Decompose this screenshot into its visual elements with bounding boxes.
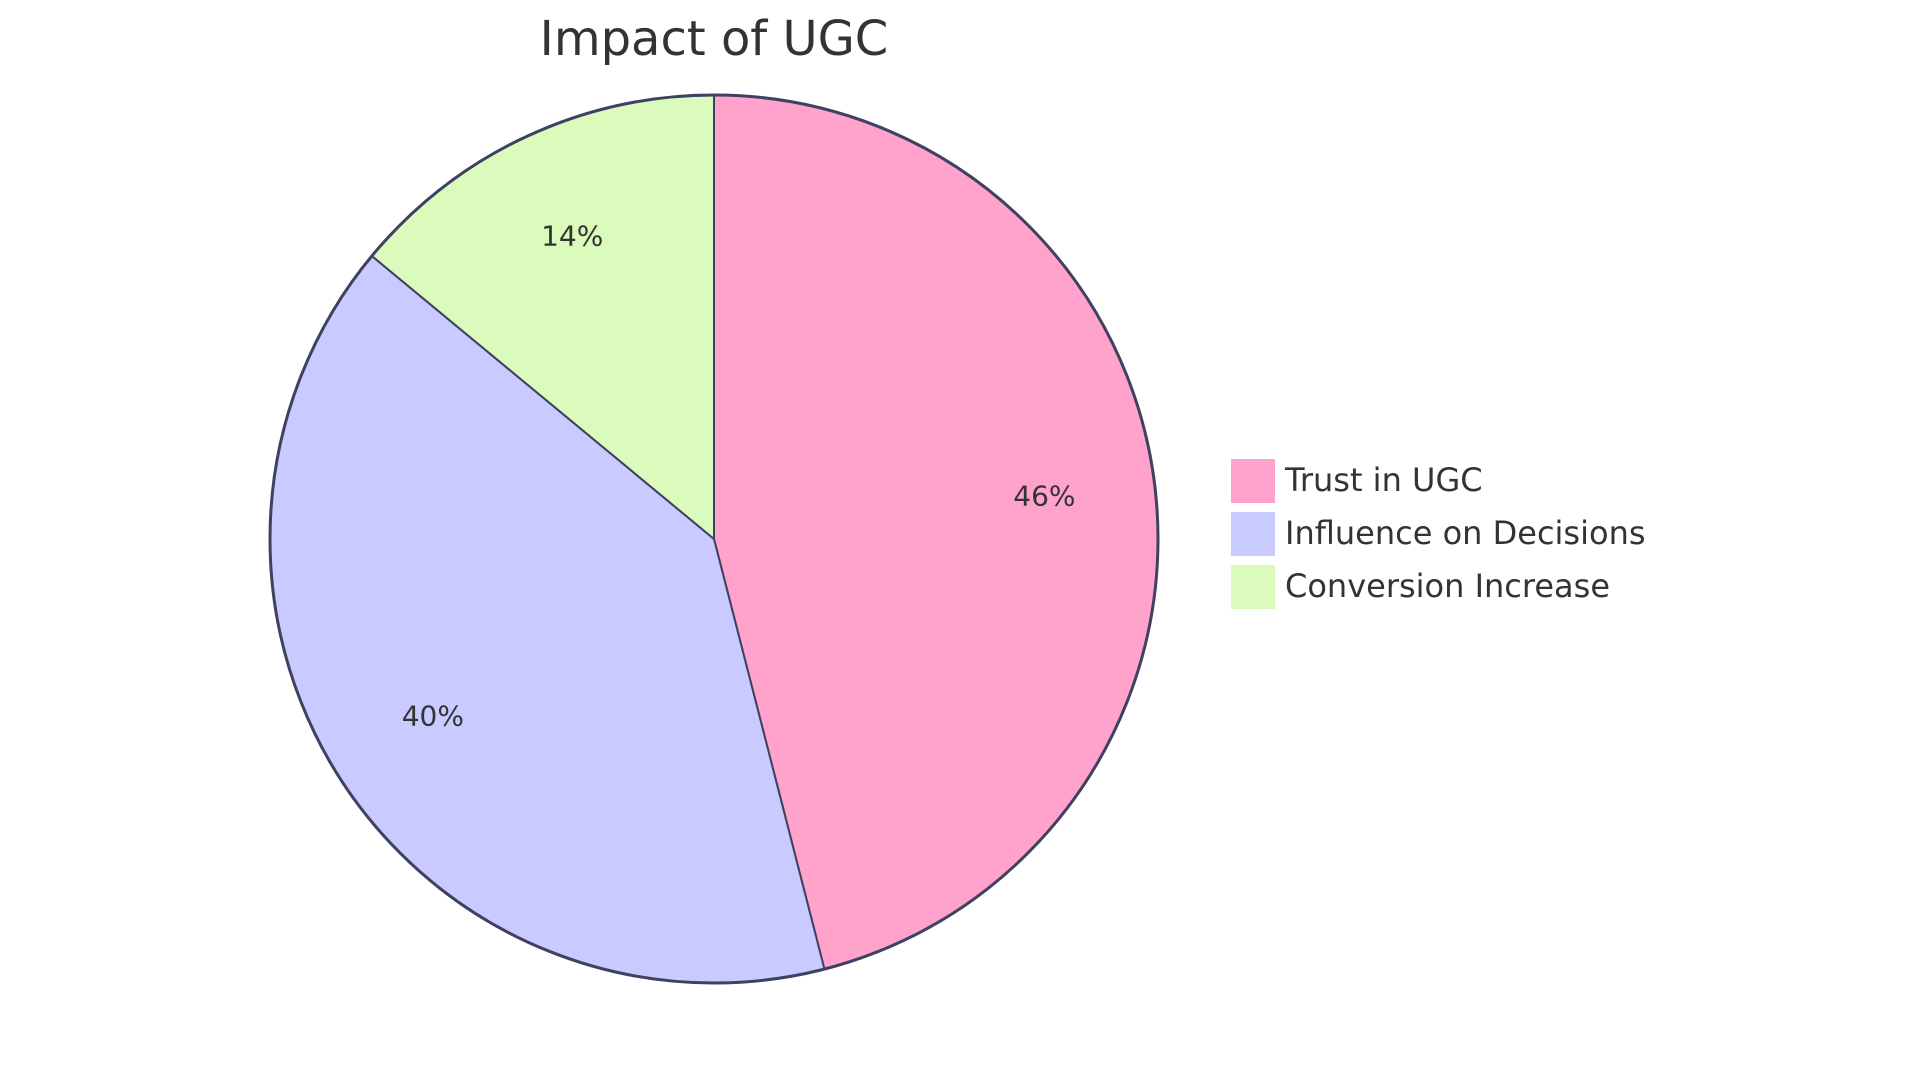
slice-label: 40% — [402, 699, 464, 732]
legend-swatch — [1231, 459, 1275, 503]
chart-title: Impact of UGC — [540, 11, 889, 67]
legend-label: Influence on Decisions — [1285, 514, 1646, 552]
legend-swatch — [1231, 565, 1275, 609]
slice-label: 14% — [541, 220, 603, 253]
legend-label: Trust in UGC — [1284, 461, 1483, 499]
pie-outline — [268, 93, 1160, 985]
legend-swatch — [1231, 512, 1275, 556]
slice-label: 46% — [1013, 479, 1075, 512]
legend-label: Conversion Increase — [1285, 567, 1610, 605]
